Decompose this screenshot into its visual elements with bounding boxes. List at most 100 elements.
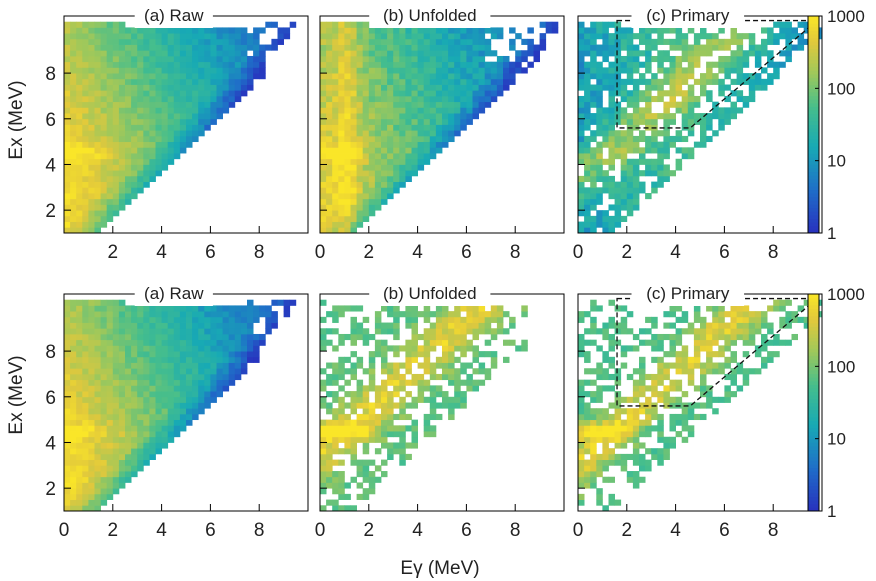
heatmap-cell: [608, 21, 615, 28]
heatmap-cell: [578, 396, 585, 403]
heatmap-cell: [100, 78, 108, 85]
heatmap-cell: [137, 55, 144, 63]
heatmap-cell: [70, 187, 77, 194]
heatmap-cell: [429, 33, 437, 40]
heatmap-cell: [100, 311, 108, 318]
heatmap-cell: [125, 305, 132, 312]
heatmap-cell: [326, 499, 333, 506]
heatmap-cell: [761, 50, 768, 57]
heatmap-cell: [332, 50, 339, 57]
heatmap-cell: [423, 33, 431, 40]
heatmap-cell: [730, 33, 737, 40]
heatmap-cell: [64, 67, 71, 74]
heatmap-cell: [596, 221, 603, 228]
heatmap-cell: [356, 118, 364, 125]
heatmap-cell: [387, 61, 394, 68]
heatmap-cell: [149, 351, 156, 358]
heatmap-cell: [596, 419, 603, 426]
heatmap-cell: [326, 391, 333, 398]
heatmap-cell: [198, 67, 205, 74]
heatmap-cell: [596, 215, 603, 222]
heatmap-cell: [76, 396, 83, 403]
heatmap-cell: [700, 90, 707, 97]
heatmap-cell: [234, 339, 242, 346]
heatmap-cell: [173, 101, 181, 108]
heatmap-cell: [393, 135, 400, 143]
heatmap-cell: [320, 215, 327, 222]
heatmap-cell: [578, 78, 585, 85]
heatmap-cell: [417, 362, 425, 369]
heatmap-cell: [718, 90, 725, 97]
heatmap-cell: [70, 379, 77, 386]
heatmap-cell: [112, 448, 120, 455]
heatmap-cell: [578, 21, 585, 28]
x-tick-label: 6: [461, 242, 472, 263]
heatmap-cell: [118, 333, 126, 341]
heatmap-cell: [614, 204, 622, 211]
heatmap-cell: [626, 147, 634, 154]
heatmap-cell: [204, 44, 211, 51]
heatmap-cell: [578, 193, 585, 200]
heatmap-cell: [240, 362, 248, 369]
heatmap-cell: [155, 419, 162, 426]
heatmap-cell: [626, 436, 634, 443]
heatmap-cell: [718, 305, 725, 312]
heatmap-cell: [584, 368, 591, 375]
heatmap-cell: [736, 385, 744, 392]
heatmap-cell: [460, 333, 467, 341]
heatmap-cell: [693, 101, 701, 108]
heatmap-cell: [435, 118, 443, 125]
heatmap-cell: [64, 339, 71, 346]
heatmap-cell: [179, 396, 187, 403]
heatmap-cell: [632, 118, 640, 125]
heatmap-cell: [423, 153, 431, 160]
colorbar-segment: [808, 326, 819, 331]
heatmap-cell: [639, 27, 646, 34]
heatmap-cell: [332, 55, 339, 63]
heatmap-cell: [332, 413, 339, 421]
heatmap-cell: [137, 311, 144, 318]
heatmap-cell: [675, 333, 683, 341]
heatmap-cell: [118, 198, 126, 205]
heatmap-cell: [100, 299, 108, 306]
heatmap-cell: [393, 50, 400, 57]
heatmap-cell: [700, 385, 707, 392]
heatmap-cell: [356, 84, 364, 91]
heatmap-cell: [155, 373, 162, 381]
heatmap-cell: [399, 101, 406, 108]
heatmap-cell: [608, 164, 615, 171]
heatmap-cell: [454, 356, 461, 363]
heatmap-cell: [551, 21, 559, 28]
heatmap-cell: [399, 147, 406, 154]
heatmap-cell: [338, 135, 345, 143]
heatmap-cell: [228, 50, 236, 57]
heatmap-cell: [681, 101, 689, 108]
heatmap-cell: [173, 351, 181, 358]
heatmap-cell: [496, 27, 504, 34]
heatmap-cell: [657, 448, 664, 455]
heatmap-cell: [596, 368, 603, 375]
heatmap-cell: [88, 33, 95, 40]
heatmap-cell: [472, 38, 479, 45]
heatmap-cell: [423, 90, 431, 97]
heatmap-cell: [228, 311, 236, 318]
heatmap-cell: [100, 118, 108, 125]
heatmap-cell: [88, 448, 95, 455]
heatmap-cell: [112, 396, 120, 403]
heatmap-cell: [344, 55, 351, 63]
heatmap-cell: [155, 130, 162, 137]
heatmap-cell: [283, 33, 291, 40]
heatmap-cell: [399, 55, 406, 63]
colorbar-tick-label: 10: [827, 152, 846, 171]
heatmap-cell: [70, 73, 77, 80]
heatmap-cell: [742, 316, 750, 323]
heatmap-cell: [596, 153, 603, 160]
heatmap-cell: [179, 368, 187, 375]
heatmap-cell: [210, 50, 217, 57]
heatmap-cell: [626, 453, 634, 460]
heatmap-cell: [435, 90, 443, 97]
heatmap-cell: [590, 198, 597, 205]
heatmap-cell: [596, 73, 603, 80]
